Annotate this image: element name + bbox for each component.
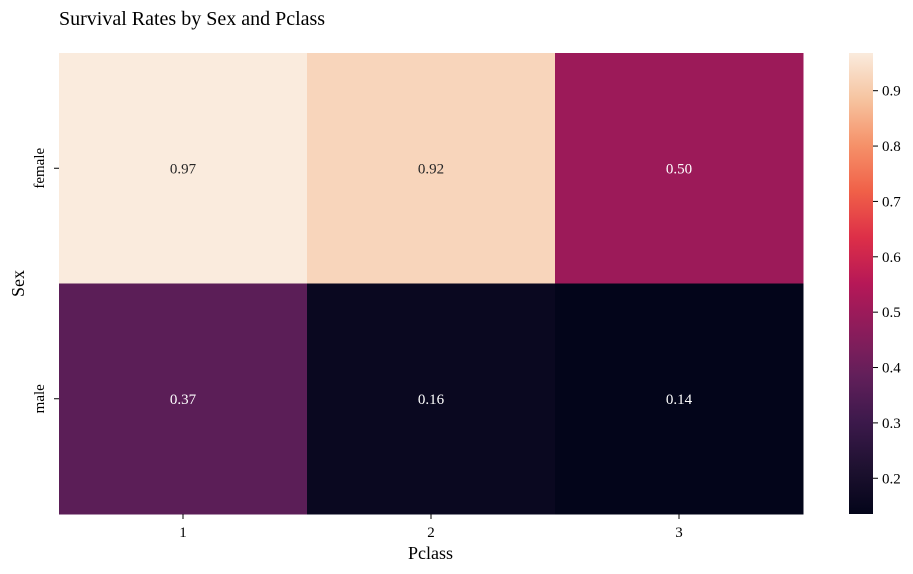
- heatmap-cell: [307, 53, 556, 284]
- heatmap-cell: [555, 53, 804, 284]
- y-axis: female male: [32, 148, 59, 413]
- cell-value-label: 0.50: [666, 161, 692, 177]
- colorbar-tick-label: 0.4: [882, 361, 901, 377]
- heatmap-cell: [555, 283, 804, 515]
- colorbar-tick-label: 0.3: [882, 416, 901, 432]
- colorbar-tick-label: 0.7: [882, 194, 901, 210]
- heatmap-cell: [307, 283, 556, 515]
- cell-value-label: 0.92: [418, 161, 444, 177]
- heatmap-cell: [59, 53, 308, 284]
- cell-value-label: 0.97: [170, 161, 197, 177]
- colorbar-tick-label: 0.9: [882, 84, 901, 100]
- x-axis-label: Pclass: [408, 543, 453, 563]
- y-tick-label: female: [32, 148, 48, 189]
- cell-value-label: 0.37: [170, 392, 197, 408]
- colorbar: [849, 53, 873, 514]
- x-tick-label: 3: [675, 525, 683, 541]
- colorbar-ticks: 0.2 0.3 0.4 0.5 0.6 0.7 0.8 0.9: [873, 84, 901, 487]
- heatmap-cells: 0.97 0.92 0.50 0.37 0.16 0.14: [59, 53, 804, 515]
- colorbar-tick-label: 0.6: [882, 250, 901, 266]
- x-axis: 1 2 3: [179, 514, 683, 541]
- cell-value-label: 0.14: [666, 392, 693, 408]
- chart-title: Survival Rates by Sex and Pclass: [59, 8, 325, 30]
- heatmap-cell: [59, 283, 308, 515]
- y-axis-label: Sex: [8, 270, 28, 297]
- x-tick-label: 1: [179, 525, 187, 541]
- colorbar-tick-label: 0.2: [882, 471, 901, 487]
- colorbar-tick-label: 0.5: [882, 305, 901, 321]
- x-tick-label: 2: [427, 525, 435, 541]
- colorbar-tick-label: 0.8: [882, 139, 901, 155]
- y-tick-label: male: [32, 384, 48, 413]
- cell-value-label: 0.16: [418, 392, 445, 408]
